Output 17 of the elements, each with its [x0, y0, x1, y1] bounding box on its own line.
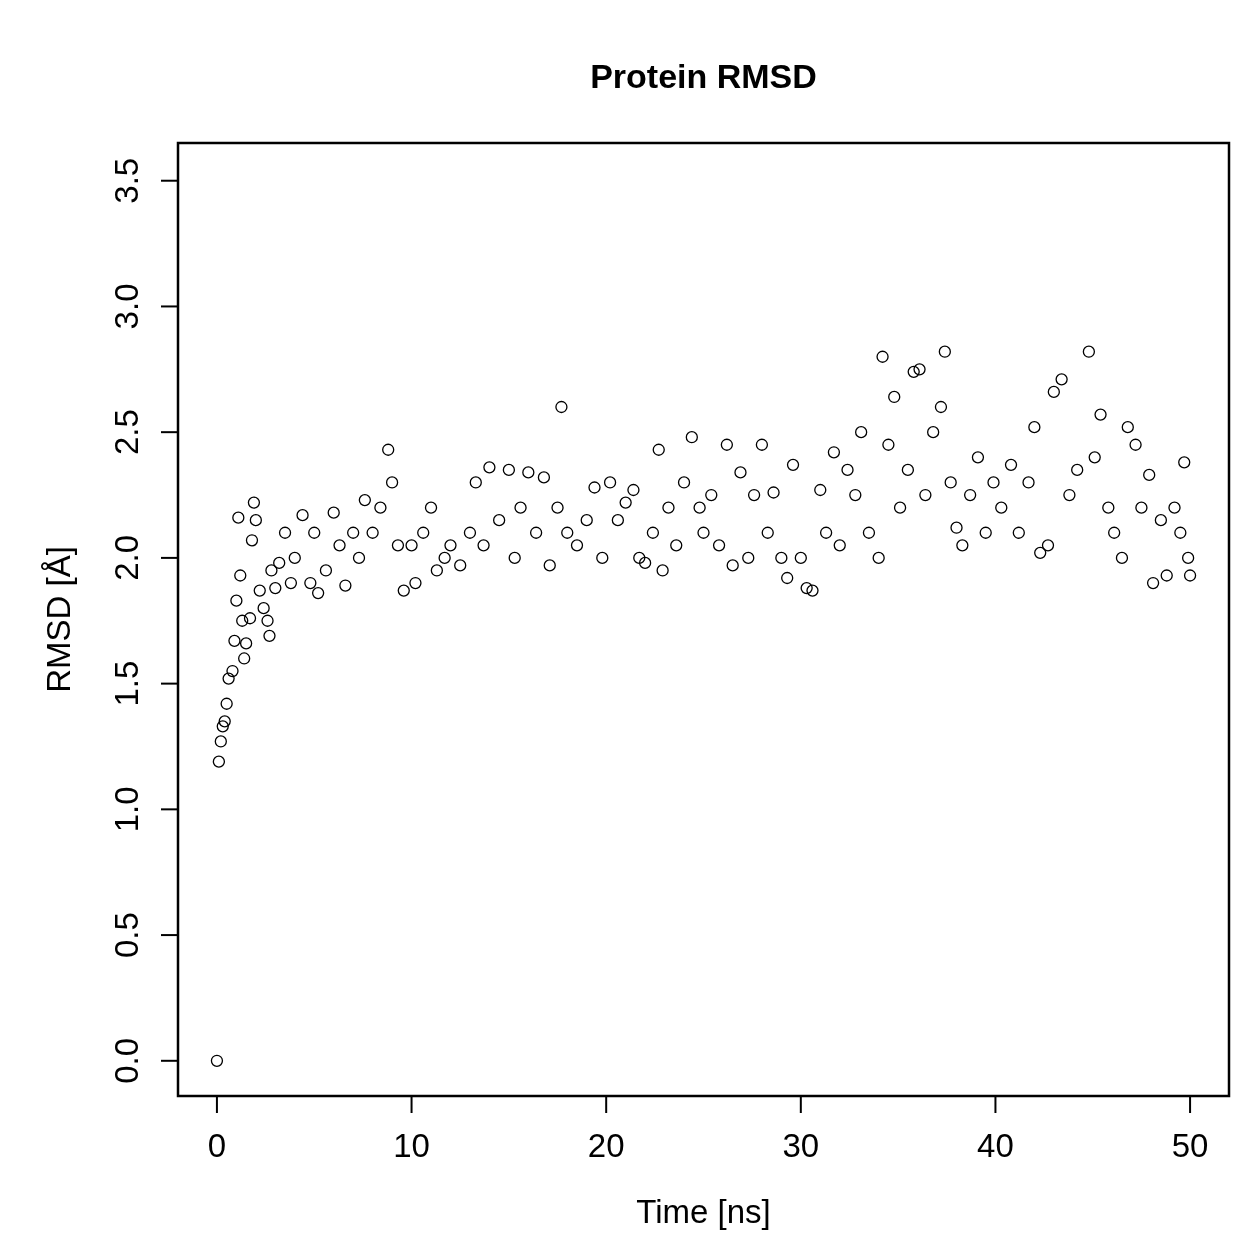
x-tick-label: 40 — [977, 1127, 1014, 1164]
y-tick-label: 0.0 — [108, 1037, 145, 1084]
chart-title: Protein RMSD — [590, 57, 817, 95]
y-tick-label: 0.5 — [108, 912, 145, 959]
y-tick-label: 1.5 — [108, 660, 145, 707]
x-tick-label: 30 — [782, 1127, 820, 1164]
x-tick-label: 10 — [393, 1127, 430, 1164]
y-tick-label: 3.5 — [108, 157, 145, 204]
y-tick-label: 2.0 — [108, 534, 145, 581]
y-tick-label: 1.0 — [108, 786, 145, 833]
x-tick-label: 0 — [207, 1127, 227, 1164]
y-axis-title: RMSD [Å] — [40, 546, 77, 693]
x-tick-label: 20 — [587, 1127, 625, 1164]
x-axis-title: Time [ns] — [636, 1193, 771, 1230]
x-tick-label: 50 — [1171, 1127, 1209, 1164]
y-tick-label: 3.0 — [108, 283, 145, 330]
y-tick-label: 2.5 — [108, 409, 145, 456]
